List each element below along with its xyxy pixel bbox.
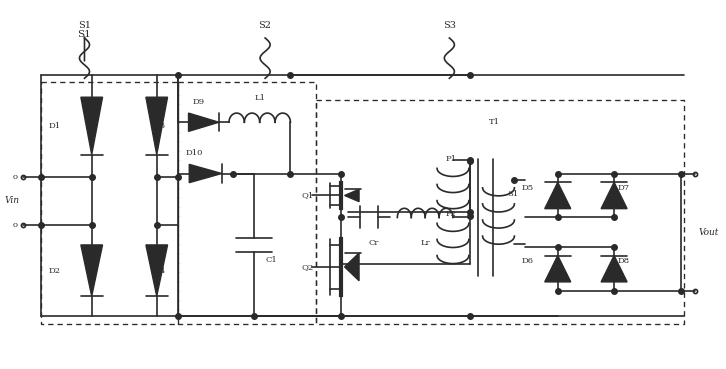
Text: D7: D7 — [618, 184, 630, 192]
Text: S1: S1 — [507, 190, 518, 198]
Text: S1: S1 — [78, 21, 91, 30]
Text: P1: P1 — [446, 155, 457, 163]
Text: D1: D1 — [49, 122, 60, 130]
Text: D9: D9 — [193, 98, 205, 106]
Polygon shape — [345, 253, 359, 281]
Text: Vout: Vout — [698, 228, 719, 237]
Polygon shape — [146, 245, 168, 296]
Text: D2: D2 — [49, 266, 60, 275]
Polygon shape — [189, 164, 221, 183]
Polygon shape — [345, 189, 359, 201]
Polygon shape — [81, 245, 102, 296]
Text: Vin: Vin — [5, 196, 20, 206]
Text: S2: S2 — [258, 21, 272, 30]
Text: Lr: Lr — [420, 239, 430, 247]
Text: D10: D10 — [186, 149, 203, 157]
Text: o: o — [12, 221, 17, 229]
Polygon shape — [81, 97, 102, 155]
Polygon shape — [601, 256, 627, 282]
Text: L1: L1 — [254, 94, 265, 103]
Polygon shape — [544, 256, 571, 282]
Text: S3: S3 — [443, 21, 456, 30]
Text: D4: D4 — [153, 266, 166, 275]
Text: Cr: Cr — [368, 239, 379, 247]
Text: S1: S1 — [78, 30, 91, 39]
Text: Q2: Q2 — [301, 263, 314, 271]
Text: D3: D3 — [153, 122, 166, 130]
Polygon shape — [601, 182, 627, 209]
Polygon shape — [189, 113, 219, 131]
Text: C1: C1 — [265, 256, 277, 263]
Text: D5: D5 — [521, 184, 534, 192]
Text: T1: T1 — [489, 118, 500, 126]
Text: D8: D8 — [618, 258, 630, 265]
Text: Q1: Q1 — [301, 192, 314, 200]
Text: o: o — [12, 173, 17, 181]
Polygon shape — [544, 182, 571, 209]
Polygon shape — [146, 97, 168, 155]
Text: P2: P2 — [446, 210, 457, 218]
Text: D6: D6 — [521, 258, 534, 265]
